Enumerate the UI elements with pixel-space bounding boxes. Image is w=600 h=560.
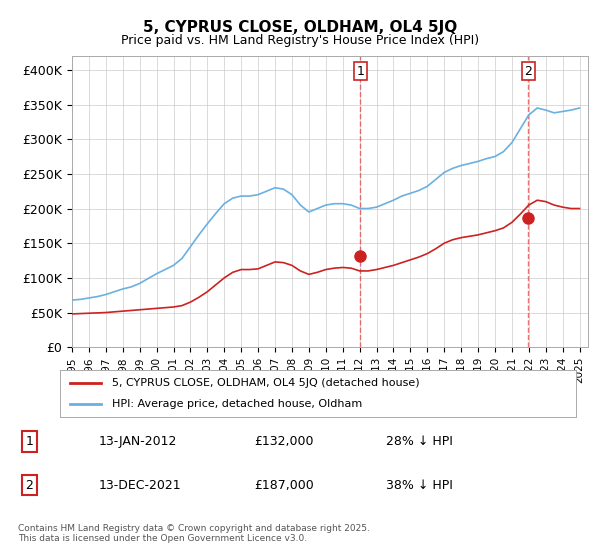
Text: 5, CYPRUS CLOSE, OLDHAM, OL4 5JQ: 5, CYPRUS CLOSE, OLDHAM, OL4 5JQ — [143, 20, 457, 35]
Text: £132,000: £132,000 — [254, 435, 313, 448]
Text: 13-DEC-2021: 13-DEC-2021 — [98, 479, 181, 492]
Text: Price paid vs. HM Land Registry's House Price Index (HPI): Price paid vs. HM Land Registry's House … — [121, 34, 479, 46]
Text: HPI: Average price, detached house, Oldham: HPI: Average price, detached house, Oldh… — [112, 399, 362, 409]
Text: 1: 1 — [356, 65, 364, 78]
Text: £187,000: £187,000 — [254, 479, 314, 492]
Text: 5, CYPRUS CLOSE, OLDHAM, OL4 5JQ (detached house): 5, CYPRUS CLOSE, OLDHAM, OL4 5JQ (detach… — [112, 378, 419, 388]
Text: 28% ↓ HPI: 28% ↓ HPI — [386, 435, 453, 448]
Text: 38% ↓ HPI: 38% ↓ HPI — [386, 479, 453, 492]
Text: 2: 2 — [25, 479, 33, 492]
Text: 1: 1 — [25, 435, 33, 448]
Text: Contains HM Land Registry data © Crown copyright and database right 2025.
This d: Contains HM Land Registry data © Crown c… — [18, 524, 370, 543]
Text: 13-JAN-2012: 13-JAN-2012 — [98, 435, 177, 448]
Text: 2: 2 — [524, 65, 532, 78]
